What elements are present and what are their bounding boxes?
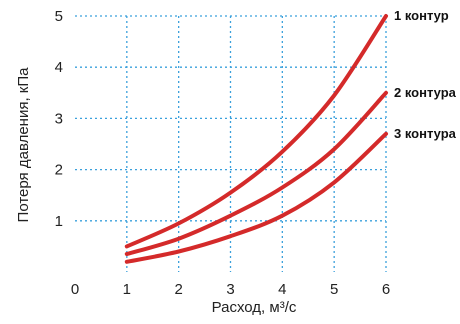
series-label-1: 1 контур: [394, 8, 449, 23]
series-line-1: [124, 14, 388, 249]
x-axis-label: Расход, м³/с: [212, 299, 297, 316]
x-tick-labels: 0 1 2 3 4 5 6: [71, 281, 390, 298]
y-tick-label: 5: [55, 8, 63, 25]
y-tick-label: 4: [55, 59, 63, 76]
x-tick-label: 4: [278, 281, 286, 298]
x-tick-label: 2: [174, 281, 182, 298]
y-tick-label: 3: [55, 110, 63, 127]
series-line-2: [124, 90, 388, 257]
y-tick-label: 1: [55, 213, 63, 230]
x-tick-label: 3: [226, 281, 234, 298]
y-tick-labels: 1 2 3 4 5: [55, 8, 63, 230]
series-labels: 1 контур 2 контура 3 контура: [394, 8, 457, 141]
series-label-2: 2 контура: [394, 85, 457, 100]
y-tick-label: 2: [55, 162, 63, 179]
y-axis-label: Потеря давления, кПа: [15, 67, 32, 223]
x-tick-label: 5: [330, 281, 338, 298]
x-tick-label: 1: [123, 281, 131, 298]
series-line-3: [124, 131, 388, 264]
series-lines: [124, 14, 388, 264]
series-label-3: 3 контура: [394, 126, 457, 141]
x-tick-label: 6: [382, 281, 390, 298]
x-tick-label: 0: [71, 281, 79, 298]
grid: [75, 15, 387, 272]
